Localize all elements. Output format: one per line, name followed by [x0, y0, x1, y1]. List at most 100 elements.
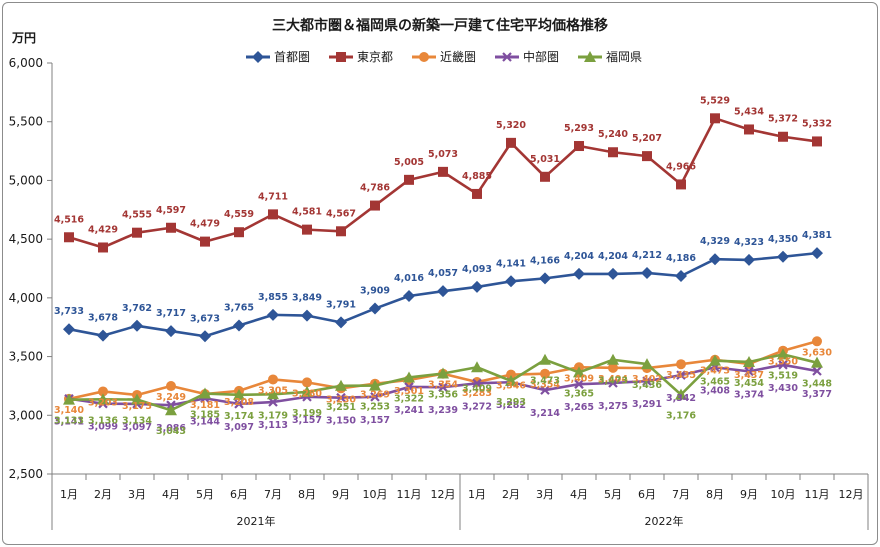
x-tick-label: 1月: [468, 488, 486, 501]
y-axis-unit-label: 万円: [11, 31, 36, 45]
data-point-stroke: [574, 379, 584, 389]
data-point: [573, 267, 585, 280]
data-label: 3,239: [428, 405, 458, 416]
x-tick-label: 5月: [196, 488, 214, 501]
data-label: 3,354: [530, 380, 560, 391]
x-tick-label: 6月: [230, 488, 248, 501]
data-label: 3,630: [802, 347, 832, 358]
data-point: [234, 227, 244, 238]
data-point: [132, 227, 142, 238]
data-label: 3,173: [122, 401, 152, 412]
data-label: 3,435: [666, 370, 696, 381]
data-label: 3,322: [394, 393, 424, 404]
data-point-stroke: [778, 360, 788, 370]
data-point: [540, 385, 550, 395]
data-point: [97, 329, 109, 342]
data-point: [370, 200, 380, 211]
data-point-stroke: [676, 370, 686, 380]
data-label: 3,265: [564, 402, 594, 413]
chart-title: 三大都市圏＆福岡県の新築一戸建て住宅平均価格推移: [272, 17, 608, 34]
data-point: [709, 354, 721, 366]
data-point: [404, 174, 414, 185]
data-point-stroke: [234, 399, 244, 409]
data-point: [268, 374, 278, 385]
data-label: 3,465: [700, 377, 730, 388]
data-label: 5,434: [734, 106, 764, 117]
data-point: [472, 378, 482, 389]
data-label: 5,332: [802, 118, 832, 129]
data-label: 3,099: [88, 422, 118, 433]
data-point: [778, 131, 788, 142]
data-label: 3,275: [598, 401, 628, 412]
data-label: 5,240: [598, 129, 628, 140]
data-label: 5,031: [530, 154, 560, 165]
y-tick-label: 5,500: [9, 115, 43, 129]
data-label: 3,282: [496, 400, 526, 411]
y-tick-label: 4,500: [9, 232, 43, 246]
data-point: [811, 356, 823, 368]
data-label: 5,073: [428, 149, 458, 160]
data-point: [268, 209, 278, 220]
data-point: [744, 366, 754, 377]
data-point-stroke: [438, 382, 448, 392]
data-label: 4,597: [156, 205, 186, 216]
data-label: 3,086: [156, 423, 186, 434]
data-point: [743, 253, 755, 266]
data-point: [165, 325, 177, 338]
data-label: 3,473: [598, 376, 628, 387]
data-point: [471, 361, 483, 373]
data-label: 3,855: [258, 292, 288, 303]
data-label: 3,454: [734, 378, 764, 389]
data-point: [166, 222, 176, 233]
data-point: [539, 353, 551, 365]
legend-marker: [252, 51, 264, 63]
data-point: [98, 386, 108, 397]
data-point: [539, 272, 551, 285]
data-point: [233, 388, 245, 400]
data-label: 3,185: [190, 410, 220, 421]
data-label: 3,134: [122, 416, 152, 427]
x-tick-label: 3月: [128, 488, 146, 501]
data-point: [63, 393, 75, 405]
data-label: 3,253: [360, 402, 390, 413]
data-point: [642, 376, 652, 386]
legend-marker: [502, 52, 512, 62]
data-point: [335, 379, 347, 391]
data-label: 3,291: [632, 399, 662, 410]
data-point: [812, 336, 822, 347]
x-tick-label: 12月: [431, 488, 456, 501]
data-label: 4,885: [462, 171, 492, 182]
data-label: 3,181: [190, 400, 220, 411]
data-point: [505, 374, 517, 386]
data-point: [64, 232, 74, 243]
data-label: 4,966: [666, 161, 696, 172]
data-label: 3,409: [462, 383, 492, 394]
data-label: 4,350: [768, 234, 798, 245]
data-label: 3,404: [598, 374, 628, 385]
data-point: [199, 387, 211, 399]
data-label: 3,097: [224, 422, 254, 433]
series-line: [68, 117, 818, 249]
data-label: 5,207: [632, 133, 662, 144]
x-tick-label: 10月: [771, 488, 796, 501]
data-label: 4,559: [224, 209, 254, 220]
data-label: 5,372: [768, 114, 798, 125]
data-label: 3,097: [122, 422, 152, 433]
data-point: [778, 360, 788, 370]
data-point: [675, 270, 687, 283]
data-point-stroke: [404, 382, 414, 392]
data-point-stroke: [472, 378, 482, 389]
data-point-stroke: [642, 376, 652, 386]
legend-label: 福岡県: [606, 49, 642, 64]
data-label: 3,140: [54, 405, 84, 416]
data-label: 5,529: [700, 95, 730, 106]
data-label: 3,208: [224, 397, 254, 408]
data-label: 3,141: [54, 417, 84, 428]
data-point-stroke: [336, 392, 346, 403]
data-label: 3,473: [530, 376, 560, 387]
data-point: [301, 309, 313, 322]
data-label: 3,717: [156, 308, 186, 319]
data-label: 3,214: [530, 408, 560, 419]
data-point: [97, 393, 109, 405]
data-point: [744, 124, 754, 135]
